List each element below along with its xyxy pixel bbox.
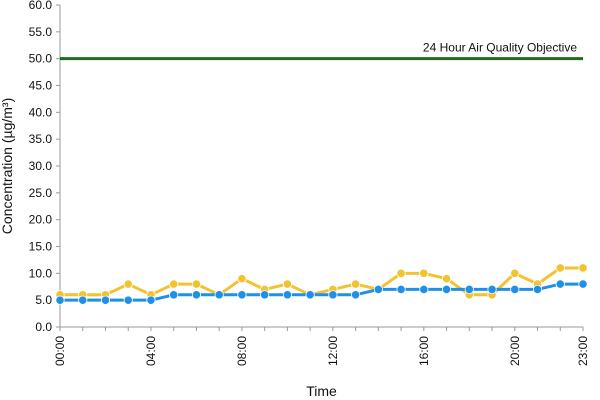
series-2-point	[260, 290, 270, 300]
series-1-point	[351, 279, 361, 289]
y-tick-label: 10.0	[29, 266, 53, 280]
series-2-point	[305, 290, 315, 300]
x-axis-title: Time	[306, 383, 337, 399]
series-2-point	[169, 290, 179, 300]
y-axis-title: Concentration (µg/m³)	[0, 98, 15, 234]
y-tick-label: 45.0	[29, 79, 53, 93]
series-2-point	[328, 290, 338, 300]
series-2-point	[373, 284, 383, 295]
series-2-point	[100, 295, 111, 305]
series-2-point	[510, 284, 520, 295]
series-1-point	[441, 274, 452, 284]
series-1-point	[510, 268, 520, 278]
series-2-point	[237, 290, 247, 300]
series-2-point	[532, 284, 543, 295]
series-1-point	[123, 279, 133, 289]
series-2-point	[396, 284, 406, 295]
y-tick-label: 0.0	[35, 320, 52, 334]
x-tick-label: 12:00	[326, 336, 340, 366]
y-tick-label: 55.0	[29, 25, 53, 39]
y-tick-label: 40.0	[29, 105, 53, 119]
series-1-point	[419, 268, 429, 278]
series-1-point	[169, 279, 179, 289]
y-tick-label: 25.0	[29, 186, 53, 200]
x-axis-ticks: 00:00 04:00 08:00 12:00 16:00 20:00 23:00	[53, 327, 590, 366]
y-tick-label: 20.0	[29, 213, 53, 227]
y-tick-label: 30.0	[29, 159, 53, 173]
series-layer	[55, 263, 588, 305]
series-2-point	[191, 290, 202, 300]
series-2-point	[78, 295, 88, 305]
series-1-point	[282, 279, 292, 289]
series-1-point	[396, 268, 406, 278]
y-tick-label: 60.0	[29, 0, 53, 12]
y-tick-label: 15.0	[29, 240, 53, 254]
series-2-point	[351, 290, 361, 300]
x-tick-label: 16:00	[417, 336, 431, 366]
series-2-point	[555, 279, 565, 289]
series-2-point	[464, 284, 474, 295]
series-2-point	[214, 290, 224, 300]
series-2-point	[146, 295, 156, 305]
objective-label: 24 Hour Air Quality Objective	[423, 41, 577, 55]
y-tick-label: 5.0	[35, 293, 52, 307]
x-tick-label: 20:00	[508, 336, 522, 366]
series-1-point	[578, 263, 588, 273]
series-2-point	[282, 290, 292, 300]
series-1-point	[237, 274, 247, 284]
x-tick-label: 04:00	[144, 336, 158, 366]
series-2-point	[441, 284, 452, 295]
x-tick-label: 23:00	[576, 336, 590, 366]
x-tick-label: 08:00	[235, 336, 249, 366]
x-tick-label: 00:00	[53, 336, 67, 366]
y-tick-label: 50.0	[29, 52, 53, 66]
series-1-point	[555, 263, 565, 273]
series-2-point	[578, 279, 588, 289]
series-1-point	[191, 279, 202, 289]
series-2-point	[123, 295, 133, 305]
series-2-point	[487, 284, 497, 295]
y-axis-ticks: 0.0 5.0 10.0 15.0 20.0 25.0 30.0 35.0 40.0 45.0 50…	[29, 0, 60, 334]
y-tick-label: 35.0	[29, 132, 53, 146]
series-2-point	[419, 284, 429, 295]
series-2-point	[55, 295, 65, 305]
